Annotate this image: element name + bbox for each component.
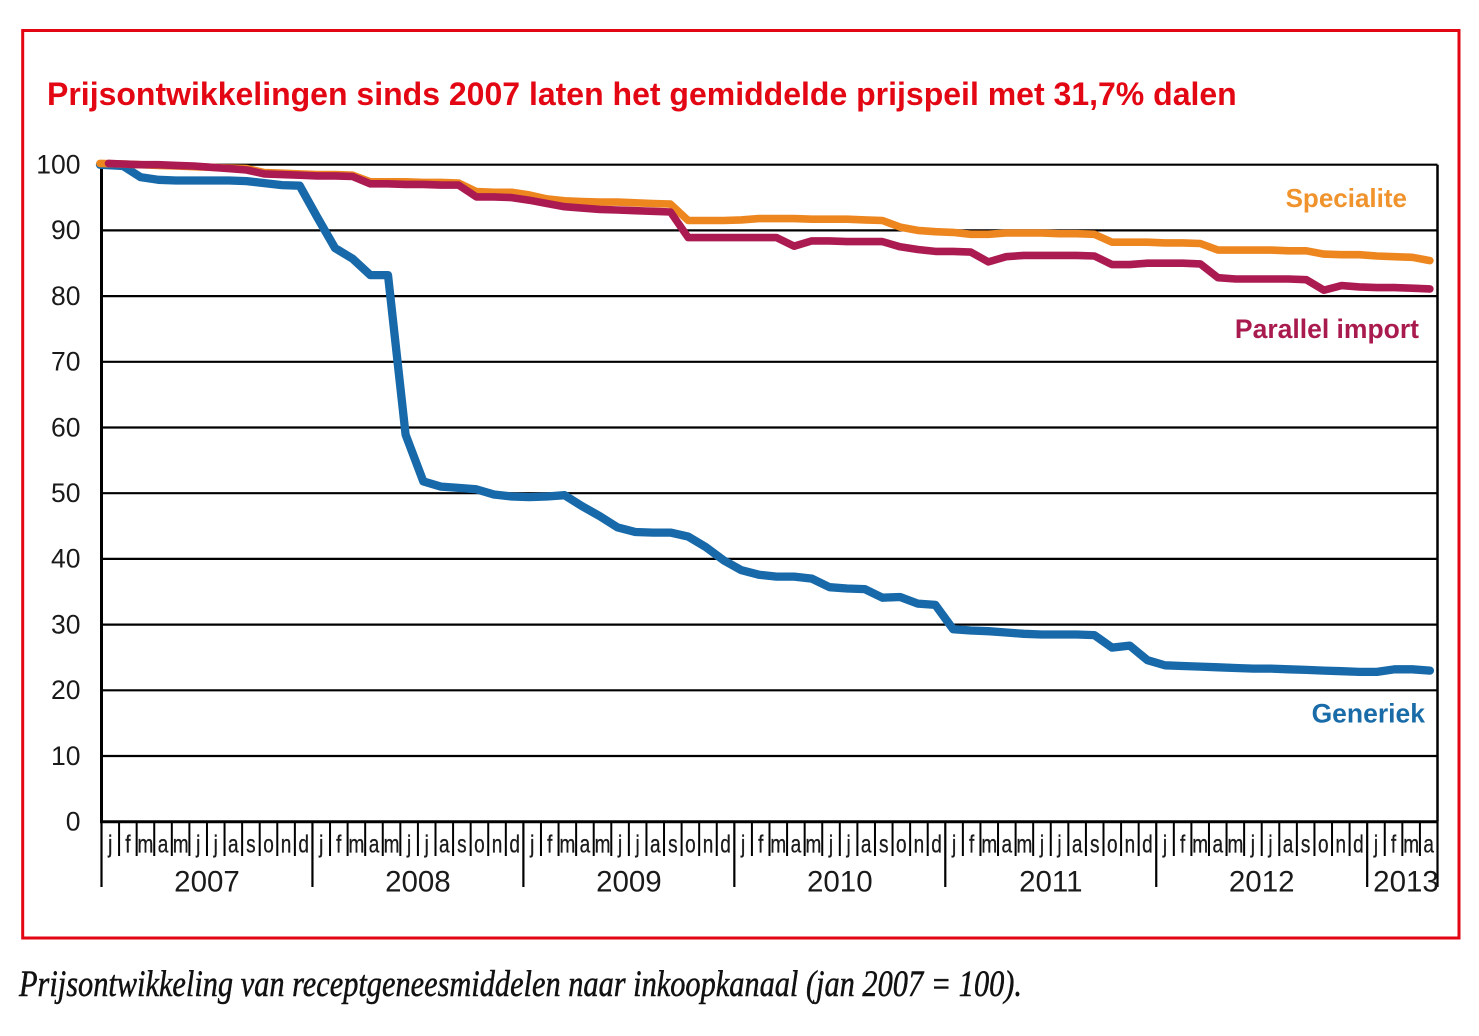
svg-text:2007: 2007 [174, 866, 240, 899]
svg-text:d: d [509, 830, 520, 858]
svg-text:j: j [1039, 830, 1044, 858]
svg-text:o: o [685, 830, 696, 858]
svg-text:j: j [951, 830, 956, 858]
svg-text:f: f [969, 830, 975, 858]
svg-text:s: s [879, 830, 888, 858]
svg-text:d: d [720, 830, 731, 858]
svg-text:2009: 2009 [596, 866, 662, 899]
svg-text:o: o [474, 830, 485, 858]
svg-text:j: j [318, 830, 323, 858]
svg-text:a: a [1423, 830, 1434, 858]
svg-text:m: m [1192, 830, 1208, 858]
svg-text:o: o [263, 830, 274, 858]
svg-text:j: j [529, 830, 534, 858]
svg-text:j: j [617, 830, 622, 858]
svg-text:j: j [1162, 830, 1167, 858]
svg-text:2011: 2011 [1019, 866, 1082, 899]
svg-text:m: m [559, 830, 575, 858]
svg-text:m: m [1403, 830, 1419, 858]
svg-text:d: d [298, 830, 309, 858]
svg-text:s: s [668, 830, 677, 858]
svg-text:j: j [1268, 830, 1273, 858]
svg-text:j: j [1057, 830, 1062, 858]
svg-text:a: a [1283, 830, 1294, 858]
svg-text:m: m [806, 830, 822, 858]
svg-text:m: m [770, 830, 786, 858]
svg-text:a: a [1212, 830, 1223, 858]
svg-text:f: f [758, 830, 764, 858]
svg-text:n: n [492, 830, 503, 858]
svg-text:o: o [1107, 830, 1118, 858]
svg-text:a: a [1072, 830, 1083, 858]
svg-text:m: m [595, 830, 611, 858]
svg-text:j: j [195, 830, 200, 858]
svg-text:j: j [406, 830, 411, 858]
svg-text:j: j [740, 830, 745, 858]
svg-text:20: 20 [51, 675, 80, 705]
svg-text:n: n [1336, 830, 1347, 858]
svg-text:60: 60 [51, 412, 80, 442]
svg-text:40: 40 [51, 544, 80, 574]
svg-text:f: f [125, 830, 131, 858]
svg-text:m: m [384, 830, 400, 858]
svg-text:m: m [173, 830, 189, 858]
svg-text:a: a [369, 830, 380, 858]
svg-text:a: a [791, 830, 802, 858]
svg-text:a: a [228, 830, 239, 858]
svg-text:s: s [1090, 830, 1099, 858]
svg-text:100: 100 [36, 150, 80, 180]
svg-text:j: j [1373, 830, 1378, 858]
svg-text:Parallel import: Parallel import [1235, 314, 1419, 344]
svg-text:n: n [703, 830, 714, 858]
svg-text:Generiek: Generiek [1312, 699, 1426, 729]
svg-text:j: j [1250, 830, 1255, 858]
svg-text:s: s [246, 830, 255, 858]
svg-text:80: 80 [51, 281, 80, 311]
svg-text:n: n [281, 830, 292, 858]
svg-text:f: f [1180, 830, 1186, 858]
svg-text:j: j [635, 830, 640, 858]
svg-text:o: o [1318, 830, 1329, 858]
svg-text:10: 10 [51, 741, 80, 771]
svg-text:0: 0 [66, 807, 81, 837]
svg-text:n: n [914, 830, 925, 858]
svg-text:Specialite: Specialite [1286, 183, 1407, 213]
svg-text:a: a [158, 830, 169, 858]
svg-text:2010: 2010 [807, 866, 873, 899]
svg-text:f: f [1391, 830, 1397, 858]
svg-text:s: s [457, 830, 466, 858]
svg-text:j: j [213, 830, 218, 858]
svg-text:2008: 2008 [385, 866, 451, 899]
svg-text:d: d [1142, 830, 1153, 858]
svg-text:m: m [1227, 830, 1243, 858]
svg-text:j: j [828, 830, 833, 858]
svg-text:f: f [336, 830, 342, 858]
svg-text:d: d [1353, 830, 1364, 858]
svg-text:m: m [138, 830, 154, 858]
svg-text:2012: 2012 [1229, 866, 1295, 899]
svg-text:Prijsontwikkelingen sinds 2007: Prijsontwikkelingen sinds 2007 laten het… [47, 76, 1237, 112]
svg-text:m: m [1016, 830, 1032, 858]
svg-text:a: a [1002, 830, 1013, 858]
svg-text:s: s [1301, 830, 1310, 858]
svg-text:m: m [981, 830, 997, 858]
svg-text:j: j [424, 830, 429, 858]
svg-text:2013: 2013 [1373, 866, 1439, 899]
svg-text:d: d [931, 830, 942, 858]
svg-text:70: 70 [51, 347, 80, 377]
svg-text:a: a [650, 830, 661, 858]
svg-text:a: a [580, 830, 591, 858]
svg-text:j: j [846, 830, 851, 858]
svg-text:n: n [1125, 830, 1136, 858]
svg-text:j: j [107, 830, 112, 858]
svg-text:Prijsontwikkeling van receptge: Prijsontwikkeling van receptgeneesmiddel… [18, 964, 1022, 1005]
svg-text:30: 30 [51, 609, 80, 639]
svg-text:a: a [439, 830, 450, 858]
svg-text:m: m [348, 830, 364, 858]
svg-text:f: f [547, 830, 553, 858]
svg-text:a: a [861, 830, 872, 858]
svg-text:50: 50 [51, 478, 80, 508]
svg-text:o: o [896, 830, 907, 858]
svg-text:90: 90 [51, 215, 80, 245]
